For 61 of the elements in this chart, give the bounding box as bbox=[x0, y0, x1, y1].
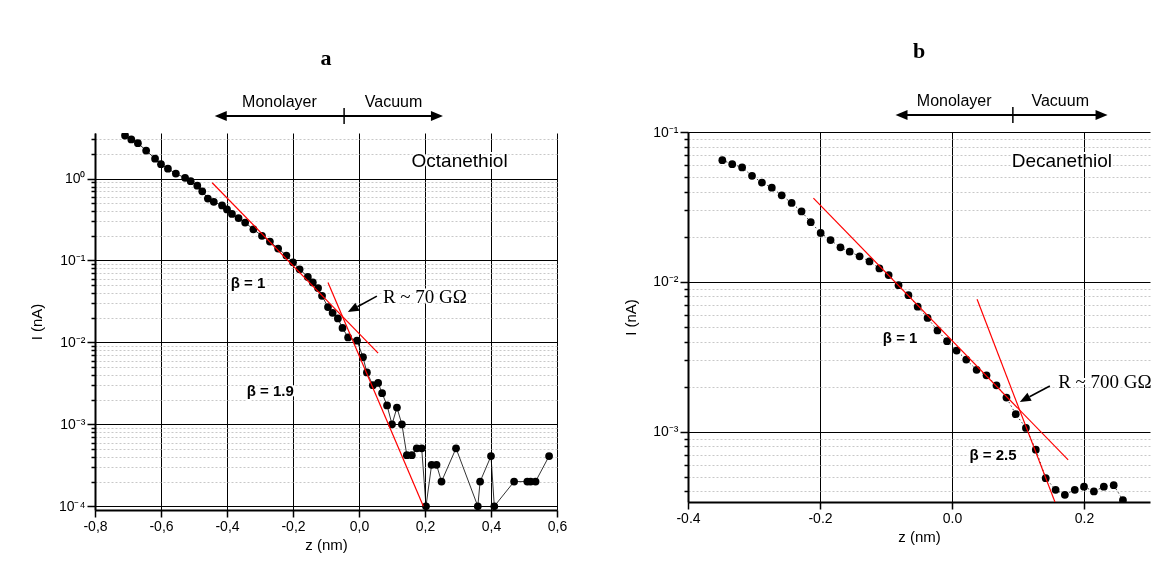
point bbox=[1051, 485, 1060, 494]
point bbox=[787, 199, 796, 207]
point bbox=[1119, 496, 1127, 502]
point bbox=[962, 355, 971, 364]
point bbox=[865, 257, 874, 266]
y-tick-label: 10⁰ bbox=[64, 170, 86, 187]
point bbox=[797, 207, 806, 216]
chart-title: a bbox=[320, 45, 332, 71]
point bbox=[943, 337, 951, 346]
x-tick-label: 0,0 bbox=[349, 517, 370, 534]
point bbox=[836, 243, 845, 252]
point bbox=[806, 218, 815, 227]
y-axis-title: I (nA) bbox=[27, 303, 45, 341]
point bbox=[748, 171, 756, 180]
point bbox=[826, 236, 835, 244]
x-axis-title: z (nm) bbox=[305, 535, 348, 553]
x-tick-label: 0.2 bbox=[1074, 509, 1095, 526]
point bbox=[1011, 410, 1020, 419]
point bbox=[1090, 487, 1098, 496]
x-tick-label: -0.4 bbox=[676, 509, 701, 526]
x-tick-label: 0,2 bbox=[415, 517, 436, 534]
point bbox=[855, 252, 864, 261]
y-tick-label: 10⁻⁴ bbox=[58, 497, 86, 514]
point bbox=[767, 183, 776, 192]
text: Monolayer bbox=[916, 92, 993, 109]
y-tick-label: 10⁻¹ bbox=[60, 251, 86, 268]
point bbox=[728, 160, 737, 169]
y-tick-label: 10⁻¹ bbox=[653, 123, 679, 140]
point bbox=[1070, 485, 1079, 494]
y-tick-label: 10⁻³ bbox=[653, 423, 679, 440]
point bbox=[1099, 482, 1108, 491]
y-tick-label: 10⁻² bbox=[60, 333, 86, 350]
point bbox=[777, 191, 786, 200]
annotation: β = 2.5 bbox=[969, 446, 1017, 464]
point bbox=[816, 229, 825, 237]
x-tick-label: 0,4 bbox=[481, 517, 502, 534]
point bbox=[738, 163, 746, 172]
y-tick-label: 10⁻² bbox=[653, 273, 679, 290]
point bbox=[1109, 481, 1118, 490]
x-axis-title: z (nm) bbox=[898, 527, 941, 545]
y-tick-label: 10⁻³ bbox=[60, 415, 86, 432]
text: Vacuum bbox=[364, 93, 423, 110]
x-tick-label: -0,2 bbox=[281, 517, 306, 534]
point bbox=[758, 178, 766, 187]
x-tick-label: -0,4 bbox=[215, 517, 240, 534]
annotation: β = 1 bbox=[230, 274, 266, 292]
chart-title: b bbox=[912, 38, 926, 63]
x-tick-label: 0.0 bbox=[942, 509, 963, 526]
x-tick-label: 0,6 bbox=[547, 517, 568, 534]
point bbox=[1080, 482, 1088, 491]
x-tick-label: -0,8 bbox=[83, 517, 108, 534]
point bbox=[845, 247, 854, 256]
x-tick-label: -0.2 bbox=[808, 509, 833, 526]
text: Vacuum bbox=[1031, 92, 1089, 109]
x-tick-label: -0,6 bbox=[149, 517, 174, 534]
point bbox=[1060, 490, 1069, 499]
annotation: β = 1 bbox=[882, 329, 918, 347]
point bbox=[952, 346, 961, 355]
point bbox=[718, 156, 727, 165]
text: Monolayer bbox=[242, 93, 318, 110]
y-axis-title: I (nA) bbox=[622, 299, 640, 336]
